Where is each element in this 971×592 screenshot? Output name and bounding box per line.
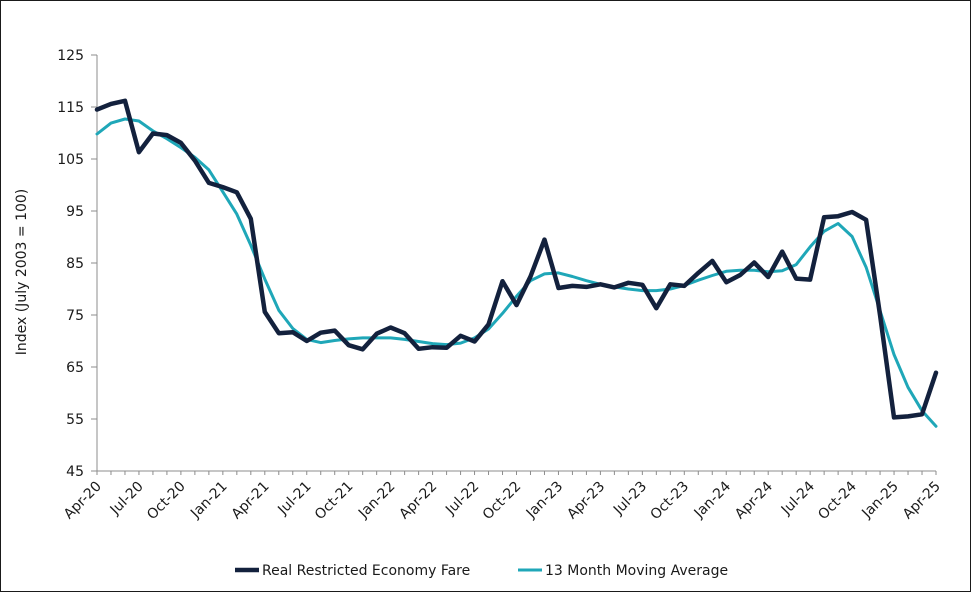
legend-label-real-fare: Real Restricted Economy Fare [262,563,470,579]
y-tick-label: 75 [66,308,84,324]
y-tick-label: 115 [57,100,84,116]
x-tick-label: Apr-22 [396,479,440,523]
y-axis-title: Index (July 2003 = 100) [14,189,30,356]
x-tick-label: Jul-24 [778,478,818,518]
x-tick-label: Jan-23 [523,479,566,522]
x-tick-label: Oct-24 [815,478,860,523]
y-tick-label: 45 [66,464,84,480]
y-tick-label: 65 [66,360,84,376]
x-tick-label: Apr-21 [229,479,273,523]
x-tick-label: Jul-21 [274,479,314,519]
x-tick-label: Oct-21 [312,479,357,524]
x-tick-label: Apr-23 [564,479,608,523]
x-tick-label: Jul-22 [442,479,482,519]
y-tick-label: 85 [66,256,84,272]
legend-label-moving-average: 13 Month Moving Average [545,563,728,579]
x-tick-label: Jul-20 [107,479,147,519]
series-line-real-fare [94,98,939,420]
x-tick-label: Apr-20 [61,479,105,523]
x-tick-label: Oct-23 [648,479,693,524]
x-tick-label: Jan-21 [187,479,230,522]
x-tick-label: Jan-24 [691,478,735,522]
x-tick-label: Jan-25 [858,479,901,522]
y-tick-label: 105 [57,152,84,168]
series-line-moving-average [95,117,938,428]
x-tick-label: Apr-25 [900,479,944,523]
y-tick-label: 125 [57,48,84,64]
x-tick-label: Jul-23 [610,479,650,519]
y-axis: 45 55 65 75 85 95 105 115 125 [57,48,98,480]
y-tick-label: 55 [66,412,84,428]
x-tick-label: Jan-22 [355,479,398,522]
x-tick-label: Oct-20 [144,479,189,524]
y-tick-label: 95 [66,204,84,220]
legend: Real Restricted Economy Fare 13 Month Mo… [235,563,728,579]
x-tick-label: Apr-24 [732,478,776,522]
x-tick-label: Oct-22 [480,479,525,524]
series-lines [94,98,939,428]
